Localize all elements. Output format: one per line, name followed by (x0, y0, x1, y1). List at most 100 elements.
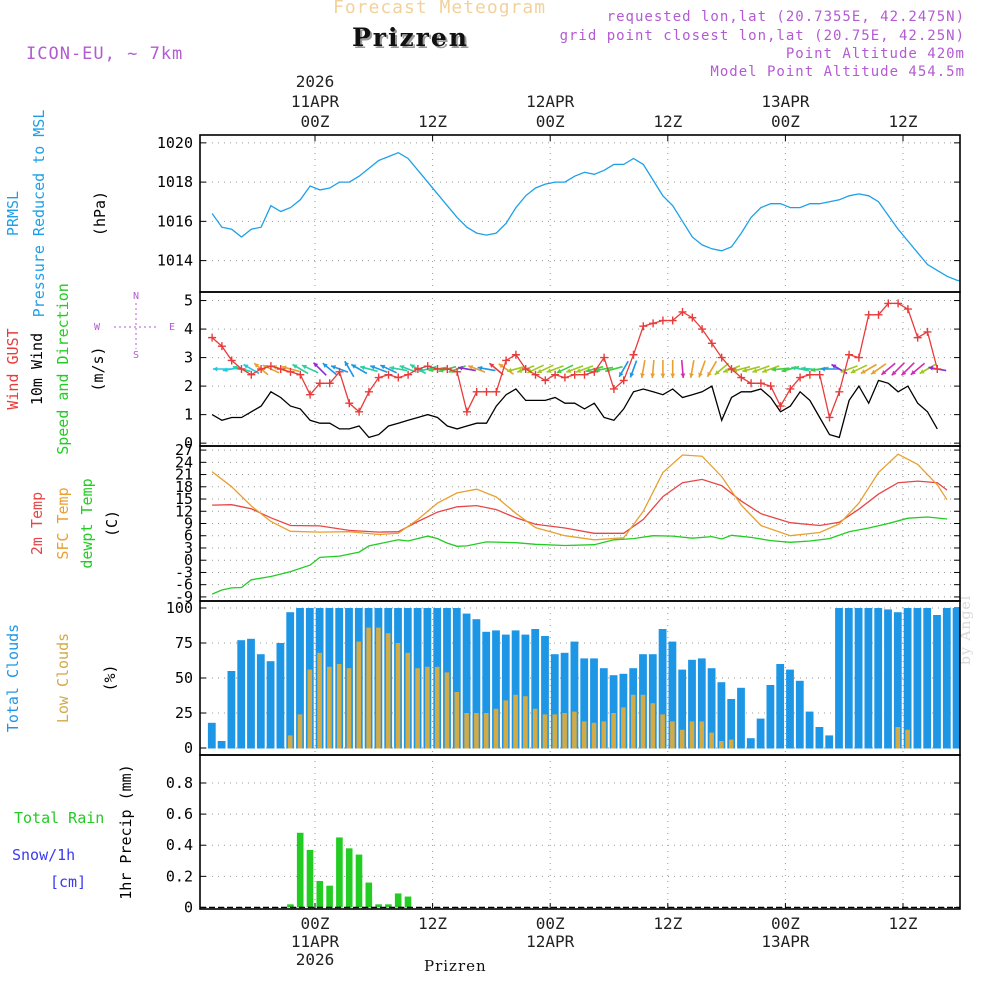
bottom-time-label: 13APR (761, 932, 810, 951)
wind-arrow (457, 365, 476, 372)
total-cloud-bar (913, 608, 922, 749)
low-cloud-bar (366, 627, 371, 749)
gust-marker (462, 407, 471, 416)
panel-label: [cm] (50, 873, 86, 891)
y-tick-label: 9 (184, 515, 193, 533)
total-cloud-bar (550, 654, 559, 749)
rain-bar (385, 904, 392, 908)
wind-arrow (292, 363, 309, 375)
gust-marker (423, 362, 432, 371)
rain-bar (306, 849, 314, 908)
rain-bar (316, 881, 324, 908)
y-tick-label: 0 (184, 434, 193, 452)
gust-marker (894, 299, 903, 308)
low-cloud-bar (630, 694, 636, 749)
total-cloud-bar (815, 727, 824, 749)
low-cloud-bar (611, 713, 616, 749)
gust-marker (766, 382, 775, 391)
total-cloud-bar (727, 699, 736, 749)
gust-marker (482, 387, 491, 396)
y-tick-label: 50 (175, 669, 193, 687)
rain-bar (375, 904, 382, 908)
low-cloud-bar (650, 703, 656, 749)
total-cloud-bar (648, 654, 657, 749)
low-cloud-bar (640, 694, 646, 749)
wind-arrow (556, 364, 574, 374)
rain-bar (326, 885, 333, 908)
total-cloud-bar (580, 658, 589, 749)
low-cloud-bar (552, 714, 558, 749)
bottom-time-label: 12Z (889, 914, 918, 933)
wind-arrow (312, 362, 327, 376)
low-cloud-bar (425, 666, 430, 749)
wind-arrow (467, 365, 486, 373)
gust-marker (325, 379, 334, 388)
total-cloud-bar (737, 687, 745, 749)
top-time-label: 12Z (653, 112, 682, 131)
gust-marker (815, 370, 824, 379)
gust-marker (453, 367, 462, 376)
total-cloud-bar (247, 638, 255, 749)
wind-arrow (891, 362, 906, 376)
bottom-time-label: 2026 (296, 950, 335, 969)
gust-marker (570, 370, 579, 379)
y-tick-label: 0.8 (166, 774, 193, 792)
gust-marker (609, 384, 618, 393)
wind-arrow (322, 362, 338, 376)
panel-label: Low Clouds (54, 633, 72, 723)
total-cloud-bar (276, 643, 285, 749)
gust-marker (227, 356, 236, 365)
low-cloud-bar (297, 714, 303, 749)
bottom-time-label: 12Z (653, 914, 682, 933)
wind-arrow (820, 366, 839, 372)
gust-marker (237, 365, 246, 373)
panel-label: PRMSL (4, 191, 22, 236)
top-time-label: 12Z (418, 112, 447, 131)
wind-arrow (742, 365, 761, 373)
total-cloud-bar (825, 735, 834, 749)
low-cloud-bar (591, 722, 597, 749)
y-tick-label: 1 (184, 406, 193, 424)
series-prmsl (211, 151, 960, 282)
series-10m-wind (211, 379, 938, 439)
wind-arrow (640, 359, 646, 379)
gust-marker (796, 373, 805, 382)
wind-arrow (575, 365, 594, 373)
wind-arrow (389, 365, 408, 372)
y-tick-label: 24 (175, 453, 193, 471)
total-cloud-bar (688, 659, 696, 749)
low-cloud-bar (728, 739, 734, 749)
rain-bar (336, 837, 343, 908)
low-cloud-bar (483, 713, 489, 749)
y-tick-label: 1014 (157, 252, 193, 270)
gust-marker (776, 402, 785, 411)
gust-marker (825, 413, 834, 422)
model-label: ICON-EU, ~ 7km (26, 44, 184, 64)
total-cloud-bar (296, 608, 304, 749)
total-cloud-bar (952, 608, 960, 749)
y-tick-label: 75 (175, 634, 193, 652)
total-cloud-bar (746, 738, 755, 749)
y-tick-label: -9 (175, 588, 193, 606)
gust-marker (384, 370, 393, 379)
total-cloud-bar (482, 631, 491, 749)
top-time-label: 00Z (536, 112, 565, 131)
compass-s: S (133, 350, 139, 361)
gust-marker (345, 399, 354, 408)
wind-arrow (536, 364, 554, 374)
panel-label: (%) (101, 664, 119, 691)
gust-marker (923, 327, 932, 336)
gust-marker (698, 325, 707, 334)
panel-label: (hPa) (91, 191, 109, 236)
gust-marker (658, 316, 667, 325)
total-cloud-bar (511, 630, 520, 749)
panel-label: Total Rain (14, 809, 104, 827)
low-cloud-bar (356, 641, 362, 749)
rain-bar (404, 896, 412, 908)
total-cloud-bar (560, 652, 569, 749)
gust-marker (845, 350, 854, 359)
gust-marker (404, 370, 413, 379)
gust-marker (884, 299, 893, 308)
y-tick-label: 1020 (157, 134, 193, 152)
